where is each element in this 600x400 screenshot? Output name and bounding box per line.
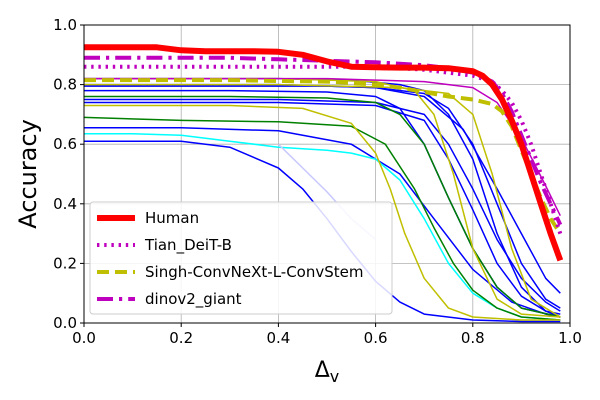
x-axis-ticks: 0.0 0.2 0.4 0.6 0.8 1.0	[72, 323, 582, 347]
x-tick-label: 0.0	[72, 329, 96, 347]
legend-label: dinov2_giant	[145, 290, 242, 309]
legend-box	[89, 201, 393, 315]
model-curve	[84, 83, 561, 318]
model-curve	[84, 133, 561, 321]
legend-label: Tian_DeiT-B	[144, 236, 232, 255]
model-curve	[83, 116, 561, 321]
series-line-tian-deit-b	[84, 64, 563, 235]
y-tick-label: 1.0	[53, 16, 77, 34]
legend-label: Human	[145, 209, 199, 227]
x-tick-label: 0.2	[169, 329, 193, 347]
legend: Human Tian_DeiT-B Singh-ConvNeXt-L-ConvSte…	[89, 201, 393, 315]
y-axis-label: Accuracy	[14, 119, 42, 229]
model-curve	[84, 104, 561, 321]
y-tick-label: 0.2	[53, 254, 77, 272]
x-tick-label: 0.8	[461, 329, 485, 347]
y-tick-label: 0.4	[53, 195, 77, 213]
model-curve	[84, 95, 561, 318]
model-curve	[84, 98, 561, 312]
x-tick-label: 0.4	[266, 329, 290, 347]
x-tick-label: 1.0	[558, 329, 582, 347]
plot-frame	[83, 24, 571, 324]
x-axis-label: Δv	[315, 358, 340, 386]
y-tick-label: 0.6	[53, 135, 77, 153]
x-tick-label: 0.6	[364, 329, 388, 347]
series-line-human	[84, 44, 564, 262]
y-axis-ticks: 0.0 0.2 0.4 0.6 0.8 1.0	[53, 16, 84, 332]
legend-label: Singh-ConvNeXt-L-ConvStem	[145, 263, 363, 281]
model-curve	[84, 101, 561, 315]
series-lines	[83, 44, 564, 323]
y-tick-label: 0.0	[53, 314, 77, 332]
model-curve	[84, 127, 561, 318]
y-tick-label: 0.8	[53, 76, 77, 94]
model-curve	[84, 85, 561, 309]
